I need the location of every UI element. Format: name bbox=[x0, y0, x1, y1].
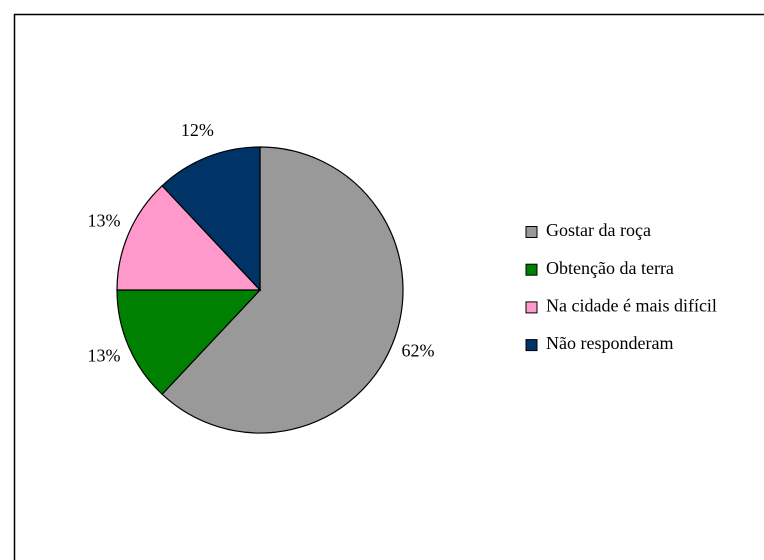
pie-slice bbox=[116, 289, 262, 396]
pie-slice bbox=[116, 184, 262, 291]
legend-swatch bbox=[525, 226, 538, 238]
legend-label: Na cidade é mais difícil bbox=[546, 296, 717, 316]
pie-slice bbox=[161, 146, 261, 292]
legend-label: Gostar da roça bbox=[546, 220, 651, 240]
data-label: 13% bbox=[87, 346, 120, 366]
pie-slice bbox=[161, 146, 404, 434]
legend-swatch bbox=[525, 301, 538, 314]
legend-label: Obtenção da terra bbox=[546, 258, 674, 278]
data-label: 12% bbox=[181, 120, 214, 140]
data-label: 62% bbox=[402, 341, 435, 361]
legend-label: Não responderam bbox=[546, 333, 673, 353]
data-label: 13% bbox=[87, 211, 120, 231]
legend-swatch bbox=[525, 263, 538, 276]
legend-swatch bbox=[525, 339, 538, 352]
